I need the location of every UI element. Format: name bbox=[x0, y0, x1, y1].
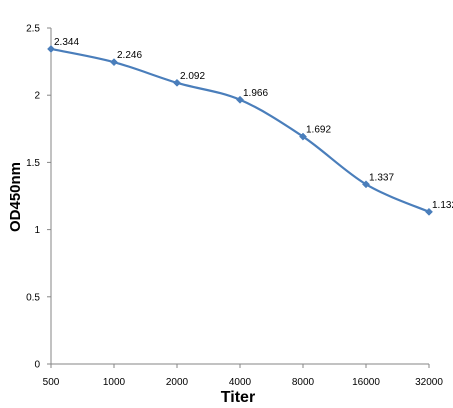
y-tick-label: 1 bbox=[34, 225, 40, 236]
data-point-marker bbox=[362, 180, 370, 189]
x-tick-label: 16000 bbox=[352, 377, 380, 388]
x-tick-label: 500 bbox=[43, 377, 60, 388]
data-point-marker bbox=[173, 78, 181, 87]
data-point-marker bbox=[110, 58, 118, 67]
data-point-marker bbox=[47, 45, 55, 53]
data-label: 1.692 bbox=[306, 125, 331, 136]
data-label: 1.132 bbox=[432, 200, 453, 211]
x-tick-label: 2000 bbox=[166, 377, 189, 388]
y-axis-title: OD450nm bbox=[7, 162, 24, 232]
y-tick-label: 2.5 bbox=[26, 24, 40, 35]
y-tick-label: 1.5 bbox=[26, 158, 40, 169]
data-label: 2.344 bbox=[54, 37, 79, 48]
series-line bbox=[50, 47, 430, 213]
x-tick-label: 8000 bbox=[292, 377, 315, 388]
data-label: 1.337 bbox=[369, 172, 394, 183]
y-tick-label: 2 bbox=[34, 91, 40, 102]
x-tick-label: 1000 bbox=[103, 377, 126, 388]
y-tick-label: 0.5 bbox=[26, 292, 40, 303]
data-point-marker bbox=[299, 132, 307, 141]
data-label: 2.246 bbox=[117, 50, 142, 61]
y-tick-label: 0 bbox=[34, 360, 40, 371]
x-tick-label: 4000 bbox=[229, 377, 252, 388]
x-axis-title: Titer bbox=[221, 389, 255, 403]
data-point-marker bbox=[236, 95, 244, 104]
data-label: 1.966 bbox=[243, 88, 268, 99]
x-tick-label: 32000 bbox=[415, 377, 443, 388]
data-label: 2.092 bbox=[180, 71, 205, 82]
data-point-marker bbox=[425, 207, 433, 216]
